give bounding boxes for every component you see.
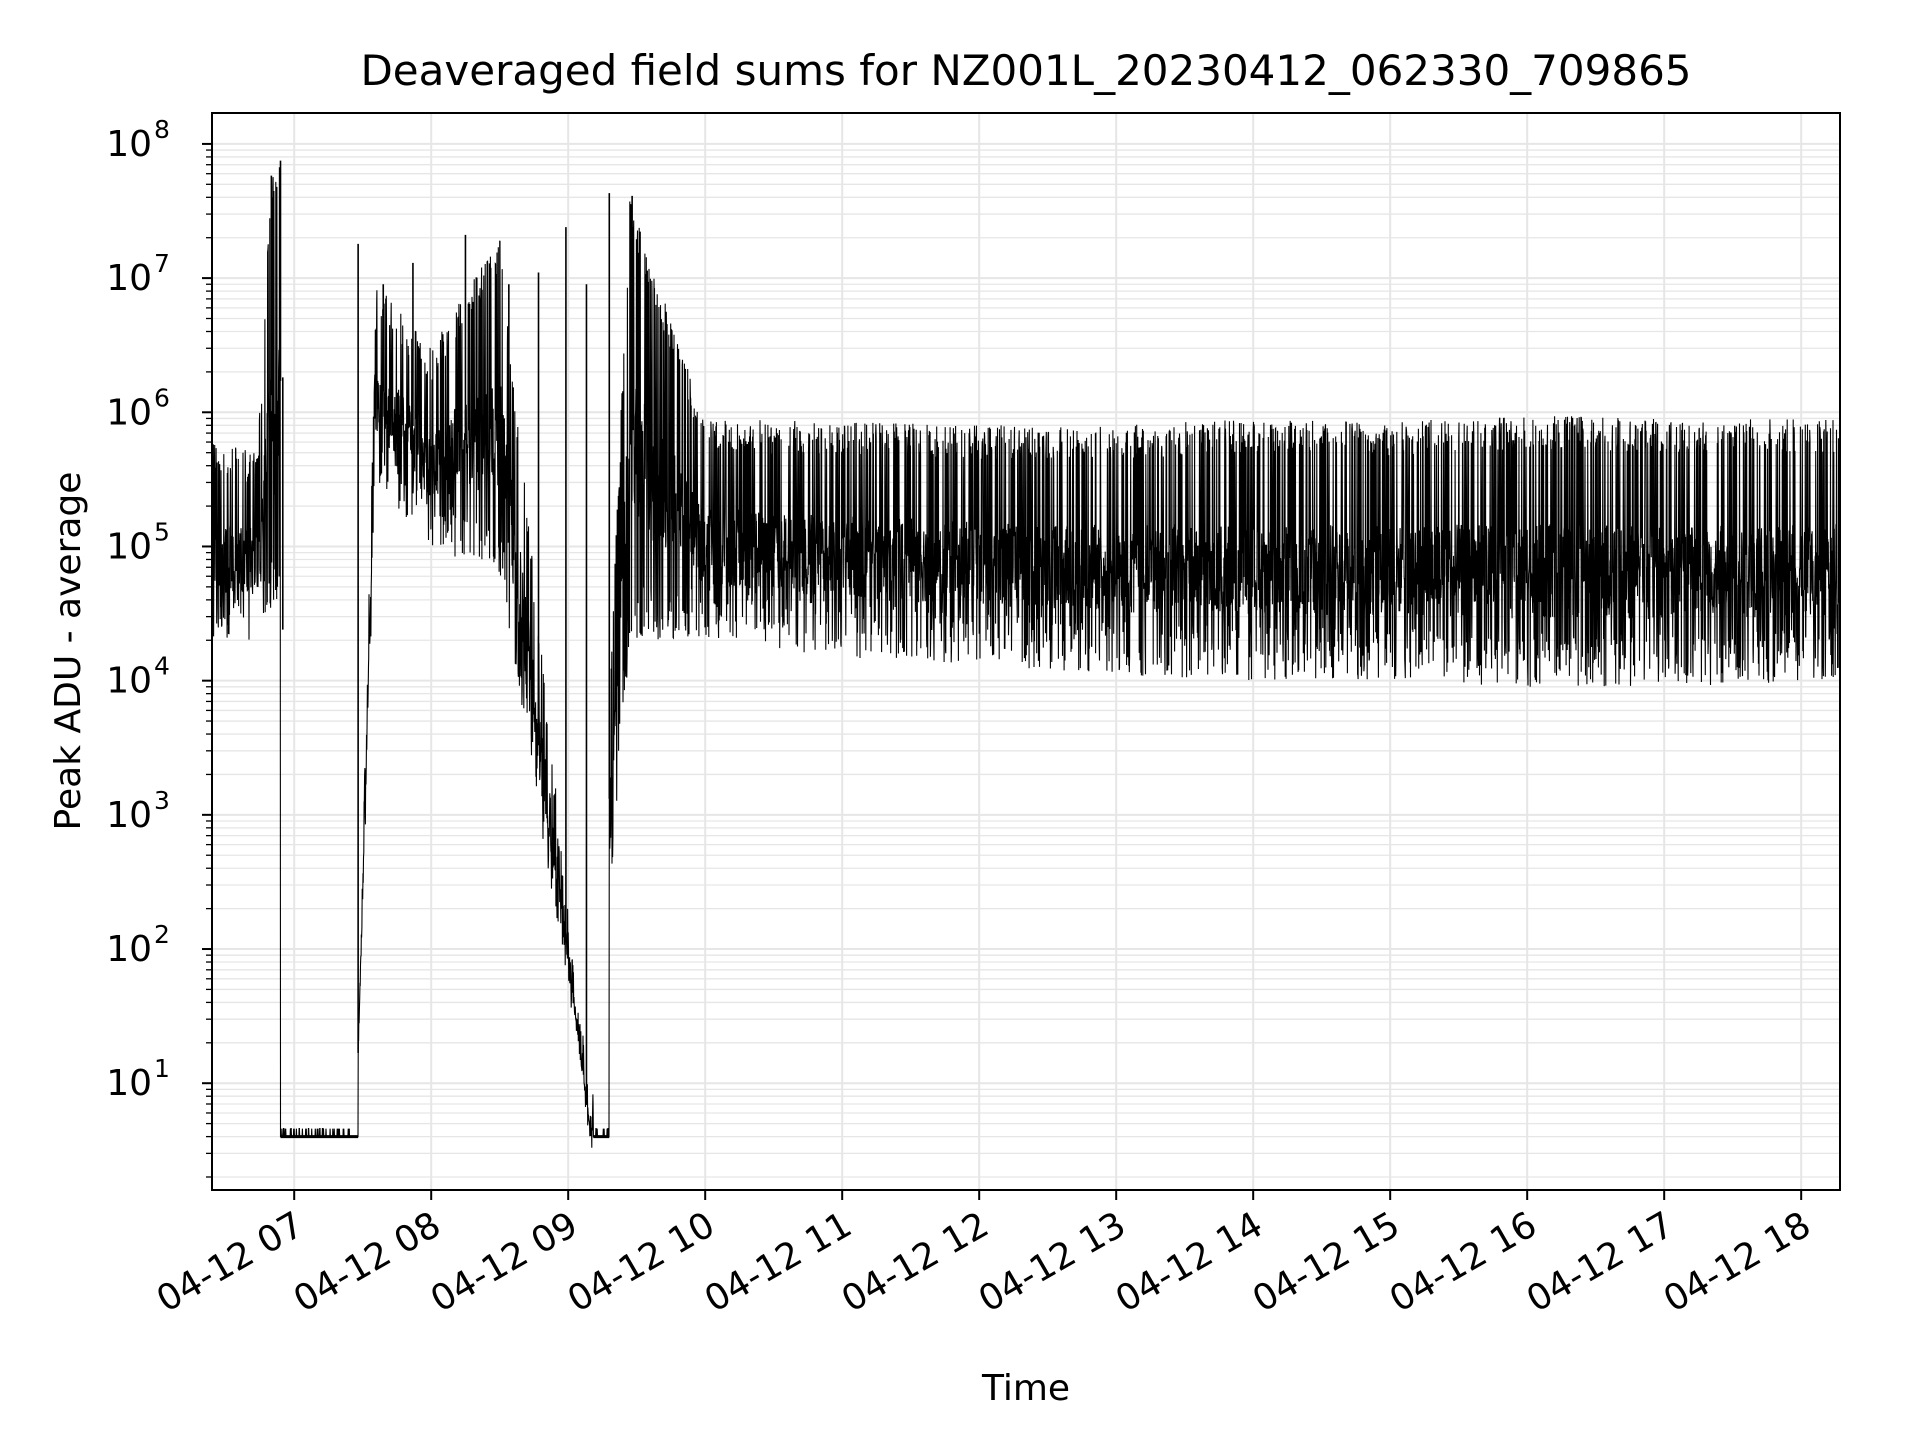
y-tick-label: 10 — [106, 1063, 152, 1104]
series-layer — [212, 160, 1840, 1148]
y-tick-exponent: 6 — [154, 383, 170, 412]
chart-title: Deaveraged field sums for NZ001L_2023041… — [360, 46, 1691, 95]
series-line — [212, 167, 1840, 1148]
y-tick-label: 10 — [106, 124, 152, 165]
y-tick-exponent: 8 — [154, 115, 170, 144]
y-axis-label: Peak ADU - average — [48, 472, 89, 831]
y-tick-exponent: 2 — [154, 920, 170, 949]
axes-frame — [211, 112, 1841, 1191]
plot-area — [212, 160, 1840, 1148]
y-tick-label: 10 — [106, 258, 152, 299]
y-tick-exponent: 7 — [154, 249, 170, 278]
y-tick-label: 10 — [106, 795, 152, 836]
y-tick-exponent: 4 — [154, 652, 170, 681]
y-tick-label: 10 — [106, 392, 152, 433]
y-tick-exponent: 5 — [154, 517, 170, 546]
y-tick-exponent: 3 — [154, 786, 170, 815]
y-tick-label: 10 — [106, 929, 152, 970]
y-tick-label: 10 — [106, 526, 152, 567]
x-axis-label: Time — [981, 1368, 1070, 1409]
y-tick-exponent: 1 — [154, 1054, 170, 1083]
y-tick-label: 10 — [106, 661, 152, 702]
